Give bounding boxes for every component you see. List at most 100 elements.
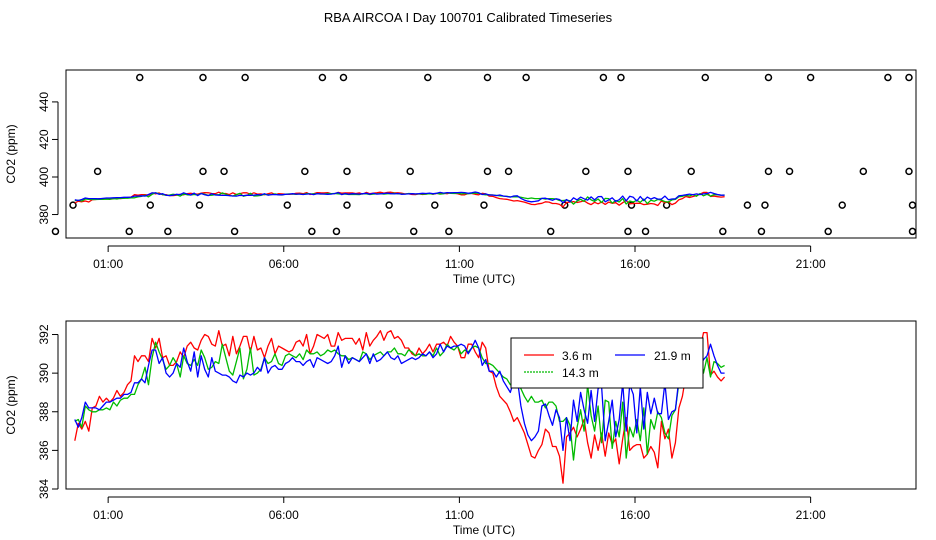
calibration-point bbox=[220, 167, 228, 176]
calibration-point bbox=[761, 201, 769, 209]
y-tick-label: 388 bbox=[37, 401, 51, 421]
series-line-21-9-m bbox=[74, 339, 725, 452]
figure-title: RBA AIRCOA I Day 100701 Calibrated Times… bbox=[324, 10, 613, 25]
calibration-point bbox=[764, 167, 773, 176]
x-tick-label: 11:00 bbox=[445, 257, 474, 271]
calibration-point bbox=[69, 201, 77, 209]
calibration-point bbox=[480, 201, 488, 209]
top-y-axis-label: CO2 (ppm) bbox=[4, 124, 18, 183]
calibration-point bbox=[230, 227, 239, 236]
calibration-point bbox=[905, 167, 913, 176]
x-tick-label: 21:00 bbox=[796, 508, 826, 522]
calibration-point bbox=[838, 201, 846, 209]
bottom-y-axis-label: CO2 (ppm) bbox=[4, 375, 18, 434]
bottom-panel: 01:00 06:00 11:00 16:00 21:00 384 386 388 390 39… bbox=[4, 320, 917, 537]
y-tick-label: 420 bbox=[37, 129, 51, 149]
calibration-point bbox=[199, 167, 207, 176]
x-tick-label: 16:00 bbox=[620, 257, 650, 271]
calibration-point bbox=[318, 73, 327, 82]
calibration-point bbox=[522, 73, 530, 82]
calibration-point bbox=[136, 73, 144, 82]
calibration-point bbox=[424, 73, 432, 82]
y-tick-label: 386 bbox=[37, 440, 51, 460]
calibration-point bbox=[546, 227, 555, 236]
calibration-point bbox=[905, 73, 913, 82]
calibration-point bbox=[283, 201, 292, 209]
calibration-point bbox=[785, 167, 794, 176]
x-tick-label: 11:00 bbox=[445, 508, 474, 522]
top-plot-frame bbox=[65, 69, 917, 239]
top-panel: 01:00 06:00 11:00 16:00 21:00 380 400 420 440 T… bbox=[4, 69, 917, 286]
calibration-point bbox=[332, 227, 341, 236]
y-tick-label: 440 bbox=[37, 92, 51, 112]
calibration-point bbox=[93, 167, 102, 176]
calibration-point bbox=[483, 167, 492, 176]
calibration-point bbox=[561, 201, 569, 209]
top-y-axis: 380 400 420 440 bbox=[37, 92, 59, 225]
calibration-point bbox=[859, 167, 868, 176]
calibration-point bbox=[764, 73, 773, 82]
calibration-point bbox=[908, 227, 917, 236]
x-tick-label: 06:00 bbox=[269, 508, 299, 522]
top-x-axis: 01:00 06:00 11:00 16:00 21:00 bbox=[93, 245, 826, 271]
top-x-axis-label: Time (UTC) bbox=[453, 272, 515, 286]
calibration-point bbox=[431, 201, 439, 209]
bottom-series-lines bbox=[74, 330, 726, 484]
calibration-point bbox=[641, 227, 650, 236]
calibration-point bbox=[908, 201, 917, 209]
calibration-point bbox=[343, 167, 351, 176]
calibration-point bbox=[339, 73, 348, 82]
calibration-point bbox=[504, 167, 513, 176]
bottom-x-axis: 01:00 06:00 11:00 16:00 21:00 bbox=[93, 496, 826, 522]
x-tick-label: 16:00 bbox=[620, 508, 650, 522]
calibration-point bbox=[824, 227, 832, 236]
calibration-point bbox=[406, 167, 414, 176]
bottom-y-axis: 384 386 388 390 392 bbox=[37, 324, 59, 499]
calibration-point bbox=[617, 73, 625, 82]
legend-label-14-3m: 14.3 m bbox=[562, 366, 599, 380]
x-tick-label: 21:00 bbox=[796, 257, 826, 271]
calibration-point bbox=[624, 227, 632, 236]
calibration-point bbox=[241, 73, 249, 82]
y-tick-label: 390 bbox=[37, 363, 51, 383]
calibration-point bbox=[195, 201, 204, 209]
bottom-x-axis-label: Time (UTC) bbox=[453, 523, 515, 537]
top-series-lines bbox=[74, 191, 725, 208]
calibration-point bbox=[757, 227, 766, 236]
legend: 3.6 m 21.9 m 14.3 m bbox=[510, 337, 704, 389]
calibration-point bbox=[719, 227, 727, 236]
y-tick-label: 384 bbox=[37, 479, 51, 499]
calibration-point bbox=[343, 201, 351, 209]
calibration-point bbox=[884, 73, 892, 82]
calibration-point bbox=[199, 73, 207, 82]
calibration-point bbox=[599, 73, 608, 82]
calibration-point bbox=[483, 73, 492, 82]
calibration-point bbox=[582, 167, 590, 176]
calibration-point bbox=[687, 167, 695, 176]
bottom-plot-frame bbox=[65, 320, 917, 490]
calibration-points bbox=[51, 73, 917, 236]
legend-box bbox=[510, 337, 704, 389]
calibration-point bbox=[164, 227, 172, 236]
calibration-point bbox=[624, 167, 632, 176]
series-line-21-9-m bbox=[74, 191, 725, 204]
y-tick-label: 400 bbox=[37, 167, 51, 187]
x-tick-label: 01:00 bbox=[93, 508, 123, 522]
calibration-point bbox=[125, 227, 133, 236]
calibration-point bbox=[806, 73, 815, 82]
legend-label-3-6m: 3.6 m bbox=[562, 349, 592, 363]
legend-label-21-9m: 21.9 m bbox=[654, 349, 691, 363]
calibration-point bbox=[409, 227, 418, 236]
calibration-point bbox=[385, 201, 393, 209]
series-line-14-3-m bbox=[74, 341, 725, 461]
y-tick-label: 392 bbox=[37, 324, 51, 344]
calibration-point bbox=[301, 167, 309, 176]
x-tick-label: 06:00 bbox=[269, 257, 299, 271]
calibration-point bbox=[308, 227, 316, 236]
y-tick-label: 380 bbox=[37, 204, 51, 224]
calibration-point bbox=[51, 227, 60, 236]
calibration-point bbox=[701, 73, 710, 82]
calibration-point bbox=[146, 201, 155, 209]
calibration-point bbox=[743, 201, 752, 209]
